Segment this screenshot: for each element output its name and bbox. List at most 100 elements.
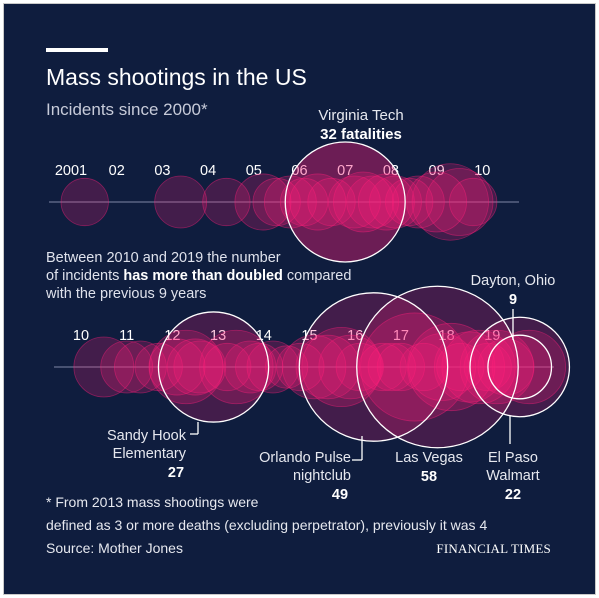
sandy-hook-value: 27 [168, 465, 184, 481]
title-accent-bar [46, 48, 108, 52]
tick-label: 15 [301, 328, 317, 344]
sandy-hook-label-1: Sandy Hook [107, 428, 187, 444]
incident-bubble [166, 338, 224, 396]
sandy-hook-label-2: Elementary [113, 446, 187, 462]
highlight-ring [356, 285, 519, 449]
bubble-chart: 2001 02 03 04 05 06 07 08 09 10 Between 2010 and … [45, 107, 571, 503]
incident-bubble [73, 336, 135, 398]
orlando-value: 49 [332, 487, 348, 503]
intro-line-1: Between 2010 and 2019 the number [46, 250, 281, 266]
intro-line-3: with the previous 9 years [45, 286, 206, 302]
incident-bubble [436, 342, 485, 392]
incident-bubble [281, 334, 347, 400]
incident-bubble [295, 334, 360, 400]
incident-bubble [367, 342, 416, 392]
tick-label: 08 [383, 163, 399, 179]
tick-label: 04 [200, 163, 216, 179]
tick-label: 12 [164, 328, 180, 344]
highlight-ring [469, 316, 571, 418]
incident-bubble [223, 340, 277, 394]
tick-label: 07 [337, 163, 353, 179]
incident-bubble [459, 329, 534, 405]
tick-label: 14 [256, 328, 272, 344]
chart-subtitle: Incidents since 2000* [46, 100, 208, 119]
highlight-ring [298, 292, 449, 442]
incident-bubble [263, 175, 317, 229]
highlight-ring [284, 141, 406, 263]
el-paso-label-2: Walmart [486, 468, 539, 484]
incident-bubble [100, 340, 154, 394]
row1-highlight-rings [284, 141, 406, 263]
publisher-logo: FINANCIAL TIMES [436, 541, 551, 556]
intro-line-2-bold: has more than doubled [123, 268, 283, 284]
row2-tick-labels: 10 11 12 13 14 15 16 17 18 19 [73, 328, 500, 344]
incident-bubble [406, 171, 467, 233]
incident-bubble [318, 334, 383, 400]
footnote-line-2: defined as 3 or more deaths (excluding p… [46, 517, 488, 533]
incident-bubble [376, 342, 426, 392]
incident-bubble [252, 177, 301, 227]
tick-label: 05 [246, 163, 262, 179]
incident-bubble [357, 173, 415, 231]
incident-bubble [449, 177, 498, 227]
source-note: Source: Mother Jones [46, 540, 183, 556]
intro-line-2-start: of incidents [46, 268, 123, 284]
incident-bubble [385, 177, 434, 227]
dayton-value: 9 [509, 292, 517, 308]
las-vegas-value: 58 [421, 469, 437, 485]
row2-bubbles [73, 285, 570, 449]
incident-bubble [333, 171, 394, 233]
el-paso-label-1: El Paso [488, 450, 538, 466]
incident-bubble [369, 175, 422, 229]
incident-bubble [148, 338, 206, 396]
incident-bubble [491, 329, 566, 405]
incident-bubble [360, 312, 470, 422]
tick-label: 02 [109, 163, 125, 179]
incident-bubble [154, 175, 208, 229]
incident-bubble [391, 175, 445, 229]
incident-bubble [407, 322, 496, 412]
orlando-label-2: nightclub [293, 468, 351, 484]
tick-label: 17 [393, 328, 409, 344]
incident-bubble [234, 173, 292, 231]
las-vegas-label: Las Vegas [395, 450, 463, 466]
tick-label: 06 [291, 163, 307, 179]
tick-label: 10 [73, 328, 89, 344]
highlight-ring [157, 311, 270, 423]
incident-bubble [265, 345, 309, 389]
chart-panel: Mass shootings in the US Incidents since… [4, 4, 595, 594]
incident-bubble [114, 340, 167, 394]
incident-bubble [60, 177, 109, 227]
highlight-ring [487, 334, 553, 400]
incident-bubble [425, 168, 494, 236]
tick-label: 13 [210, 328, 226, 344]
incident-bubble [358, 342, 407, 392]
incident-bubble [411, 163, 489, 241]
tick-label: 2001 [55, 163, 87, 179]
row2-highlight-rings [157, 285, 571, 449]
tick-label: 10 [474, 163, 490, 179]
row1-bubbles [60, 141, 498, 263]
tick-label: 09 [429, 163, 445, 179]
incident-bubble [477, 338, 535, 396]
virginia-tech-value: 32 fatalities [320, 126, 402, 143]
incident-bubble [202, 177, 251, 227]
footnote-line-1: * From 2013 mass shootings were [46, 494, 259, 510]
incident-bubble [346, 175, 399, 229]
incident-bubble [327, 175, 381, 229]
dayton-label: Dayton, Ohio [471, 273, 556, 289]
intro-line-2-end: compared [283, 268, 352, 284]
tick-label: 19 [484, 328, 500, 344]
intro-line-2: of incidents has more than doubled compa… [46, 268, 351, 284]
chart-title: Mass shootings in the US [46, 64, 307, 90]
row1-tick-labels: 2001 02 03 04 05 06 07 08 09 10 [55, 163, 491, 179]
incident-bubble [203, 342, 252, 392]
incident-bubble [301, 326, 382, 408]
incident-bubble [307, 177, 356, 227]
el-paso-value: 22 [505, 487, 521, 503]
incident-bubble [408, 333, 476, 401]
incident-bubble [199, 329, 274, 405]
tick-label: 11 [119, 328, 134, 344]
tick-label: 16 [347, 328, 363, 344]
incident-bubble [235, 342, 284, 392]
